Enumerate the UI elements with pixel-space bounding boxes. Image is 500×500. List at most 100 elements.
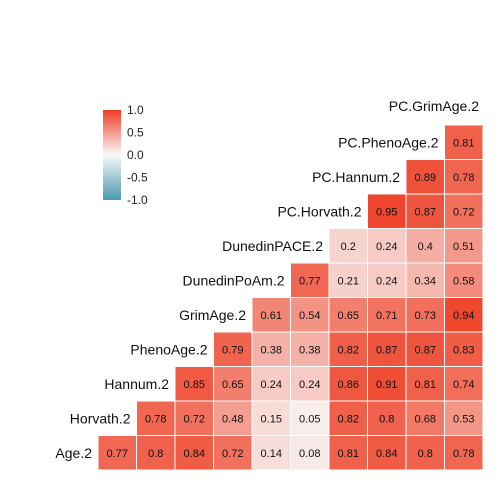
cell-value-label: 0.73 (415, 310, 436, 322)
cell-value-label: 0.82 (338, 344, 359, 356)
cell-value-label: 0.78 (453, 172, 474, 184)
variable-label: GrimAge.2 (179, 307, 246, 323)
heatmap-cell-DunedinPACE.2-PC.Hannum.2 (367, 228, 407, 264)
cell-value-label: 0.87 (415, 344, 436, 356)
cell-value-label: 0.24 (376, 275, 397, 287)
heatmap-cell-PhenoAge.2-GrimAge.2 (213, 331, 253, 367)
heatmap-cell-PC.Hannum.2-PC.GrimAge.2 (444, 159, 484, 195)
variable-label: PC.Hannum.2 (312, 169, 400, 185)
heatmap-cell-DunedinPoAm.2-PC.Horvath.2 (328, 262, 368, 298)
cell-value-label: 0.53 (453, 413, 474, 425)
legend-tick-label: -1.0 (127, 193, 148, 207)
heatmap-cell-PC.Hannum.2-PC.PhenoAge.2 (405, 159, 445, 195)
cell-value-label: 0.38 (261, 344, 282, 356)
heatmap-cell-DunedinPACE.2-PC.PhenoAge.2 (405, 228, 445, 264)
heatmap-cell-DunedinPoAm.2-DunedinPACE.2 (290, 262, 330, 298)
variable-label: Hannum.2 (104, 376, 169, 392)
cell-value-label: 0.05 (299, 413, 320, 425)
legend-tick-label: 1.0 (127, 103, 144, 117)
variable-label: DunedinPoAm.2 (183, 272, 285, 288)
heatmap-cell-DunedinPoAm.2-PC.GrimAge.2 (444, 262, 484, 298)
cell-value-label: 0.72 (184, 413, 205, 425)
cell-value-label: 0.87 (376, 344, 397, 356)
heatmap-cells: 0.77 0.8 0.84 0.72 0.14 0.08 0.81 0.84 0.8 0.78 0.… (97, 124, 484, 471)
heatmap-cell-Horvath.2-GrimAge.2 (213, 400, 253, 436)
heatmap-cell-Horvath.2-PhenoAge.2 (174, 400, 214, 436)
heatmap-cell-Hannum.2-DunedinPACE.2 (290, 366, 330, 402)
cell-value-label: 0.79 (222, 344, 243, 356)
heatmap-cell-GrimAge.2-PC.Hannum.2 (367, 297, 407, 333)
cell-value-label: 0.15 (261, 413, 282, 425)
cell-value-label: 0.81 (453, 137, 474, 149)
cell-value-label: 0.34 (415, 275, 436, 287)
heatmap-cell-Horvath.2-PC.GrimAge.2 (444, 400, 484, 436)
cell-value-label: 0.48 (222, 413, 243, 425)
legend-tick-label: 0.5 (127, 126, 144, 140)
cell-value-label: 0.4 (418, 241, 433, 253)
heatmap-cell-DunedinPACE.2-PC.Horvath.2 (328, 228, 368, 264)
cell-value-label: 0.21 (338, 275, 359, 287)
heatmap-cell-Age.2-DunedinPACE.2 (290, 435, 330, 471)
cell-value-label: 0.84 (376, 448, 397, 460)
cell-value-label: 0.61 (261, 310, 282, 322)
cell-value-label: 0.2 (341, 241, 356, 253)
cell-value-label: 0.81 (338, 448, 359, 460)
cell-value-label: 0.74 (453, 379, 474, 391)
heatmap-cell-PC.Horvath.2-PC.Hannum.2 (367, 193, 407, 229)
cell-value-label: 0.78 (145, 413, 166, 425)
heatmap-cell-Hannum.2-PC.Hannum.2 (367, 366, 407, 402)
cell-value-label: 0.65 (338, 310, 359, 322)
variable-labels: Age.2 Horvath.2 Hannum.2 PhenoAge.2 GrimAge.… (55, 98, 479, 461)
heatmap-cell-DunedinPACE.2-PC.GrimAge.2 (444, 228, 484, 264)
heatmap-cell-Age.2-PC.PhenoAge.2 (405, 435, 445, 471)
cell-value-label: 0.85 (184, 379, 205, 391)
heatmap-cell-Age.2-PC.GrimAge.2 (444, 435, 484, 471)
variable-label: PC.PhenoAge.2 (338, 134, 439, 150)
cell-value-label: 0.24 (299, 379, 320, 391)
cell-value-label: 0.51 (453, 241, 474, 253)
cell-value-label: 0.81 (415, 379, 436, 391)
cell-value-label: 0.91 (376, 379, 397, 391)
variable-label: DunedinPACE.2 (222, 238, 323, 254)
heatmap-cell-GrimAge.2-DunedinPoAm.2 (251, 297, 291, 333)
cell-value-label: 0.72 (222, 448, 243, 460)
heatmap-cell-PC.PhenoAge.2-PC.GrimAge.2 (444, 124, 484, 160)
cell-value-label: 0.78 (453, 448, 474, 460)
heatmap-cell-Age.2-PC.Horvath.2 (328, 435, 368, 471)
variable-label: Age.2 (55, 445, 92, 461)
legend-tick-label: 0.0 (127, 148, 144, 162)
heatmap-cell-PhenoAge.2-PC.GrimAge.2 (444, 331, 484, 367)
heatmap-cell-Age.2-Hannum.2 (136, 435, 176, 471)
legend-tick-label: -0.5 (127, 171, 148, 185)
cell-value-label: 0.86 (338, 379, 359, 391)
variable-label: PhenoAge.2 (130, 341, 207, 357)
heatmap-cell-Horvath.2-PC.Hannum.2 (367, 400, 407, 436)
cell-value-label: 0.89 (415, 172, 436, 184)
cell-value-label: 0.14 (261, 448, 282, 460)
heatmap-cell-Hannum.2-PhenoAge.2 (174, 366, 214, 402)
cell-value-label: 0.65 (222, 379, 243, 391)
cell-value-label: 0.08 (299, 448, 320, 460)
heatmap-cell-Horvath.2-PC.PhenoAge.2 (405, 400, 445, 436)
heatmap-cell-Age.2-DunedinPoAm.2 (251, 435, 291, 471)
cell-value-label: 0.68 (415, 413, 436, 425)
variable-label: PC.GrimAge.2 (389, 98, 479, 114)
cell-value-label: 0.8 (379, 413, 394, 425)
cell-value-label: 0.87 (415, 206, 436, 218)
cell-value-label: 0.94 (453, 310, 474, 322)
cell-value-label: 0.95 (376, 206, 397, 218)
cell-value-label: 0.82 (338, 413, 359, 425)
cell-value-label: 0.77 (107, 448, 128, 460)
color-legend: 1.0 0.5 0.0 -0.5 -1.0 (103, 103, 148, 207)
heatmap-cell-Hannum.2-PC.GrimAge.2 (444, 366, 484, 402)
variable-label: PC.Horvath.2 (277, 203, 361, 219)
heatmap-cell-PhenoAge.2-DunedinPoAm.2 (251, 331, 291, 367)
legend-ticks: 1.0 0.5 0.0 -0.5 -1.0 (121, 103, 148, 207)
legend-colorbar (103, 110, 121, 200)
cell-value-label: 0.24 (376, 241, 397, 253)
heatmap-cell-Age.2-Horvath.2 (97, 435, 137, 471)
cell-value-label: 0.8 (148, 448, 163, 460)
cell-value-label: 0.83 (453, 344, 474, 356)
cell-value-label: 0.24 (261, 379, 282, 391)
